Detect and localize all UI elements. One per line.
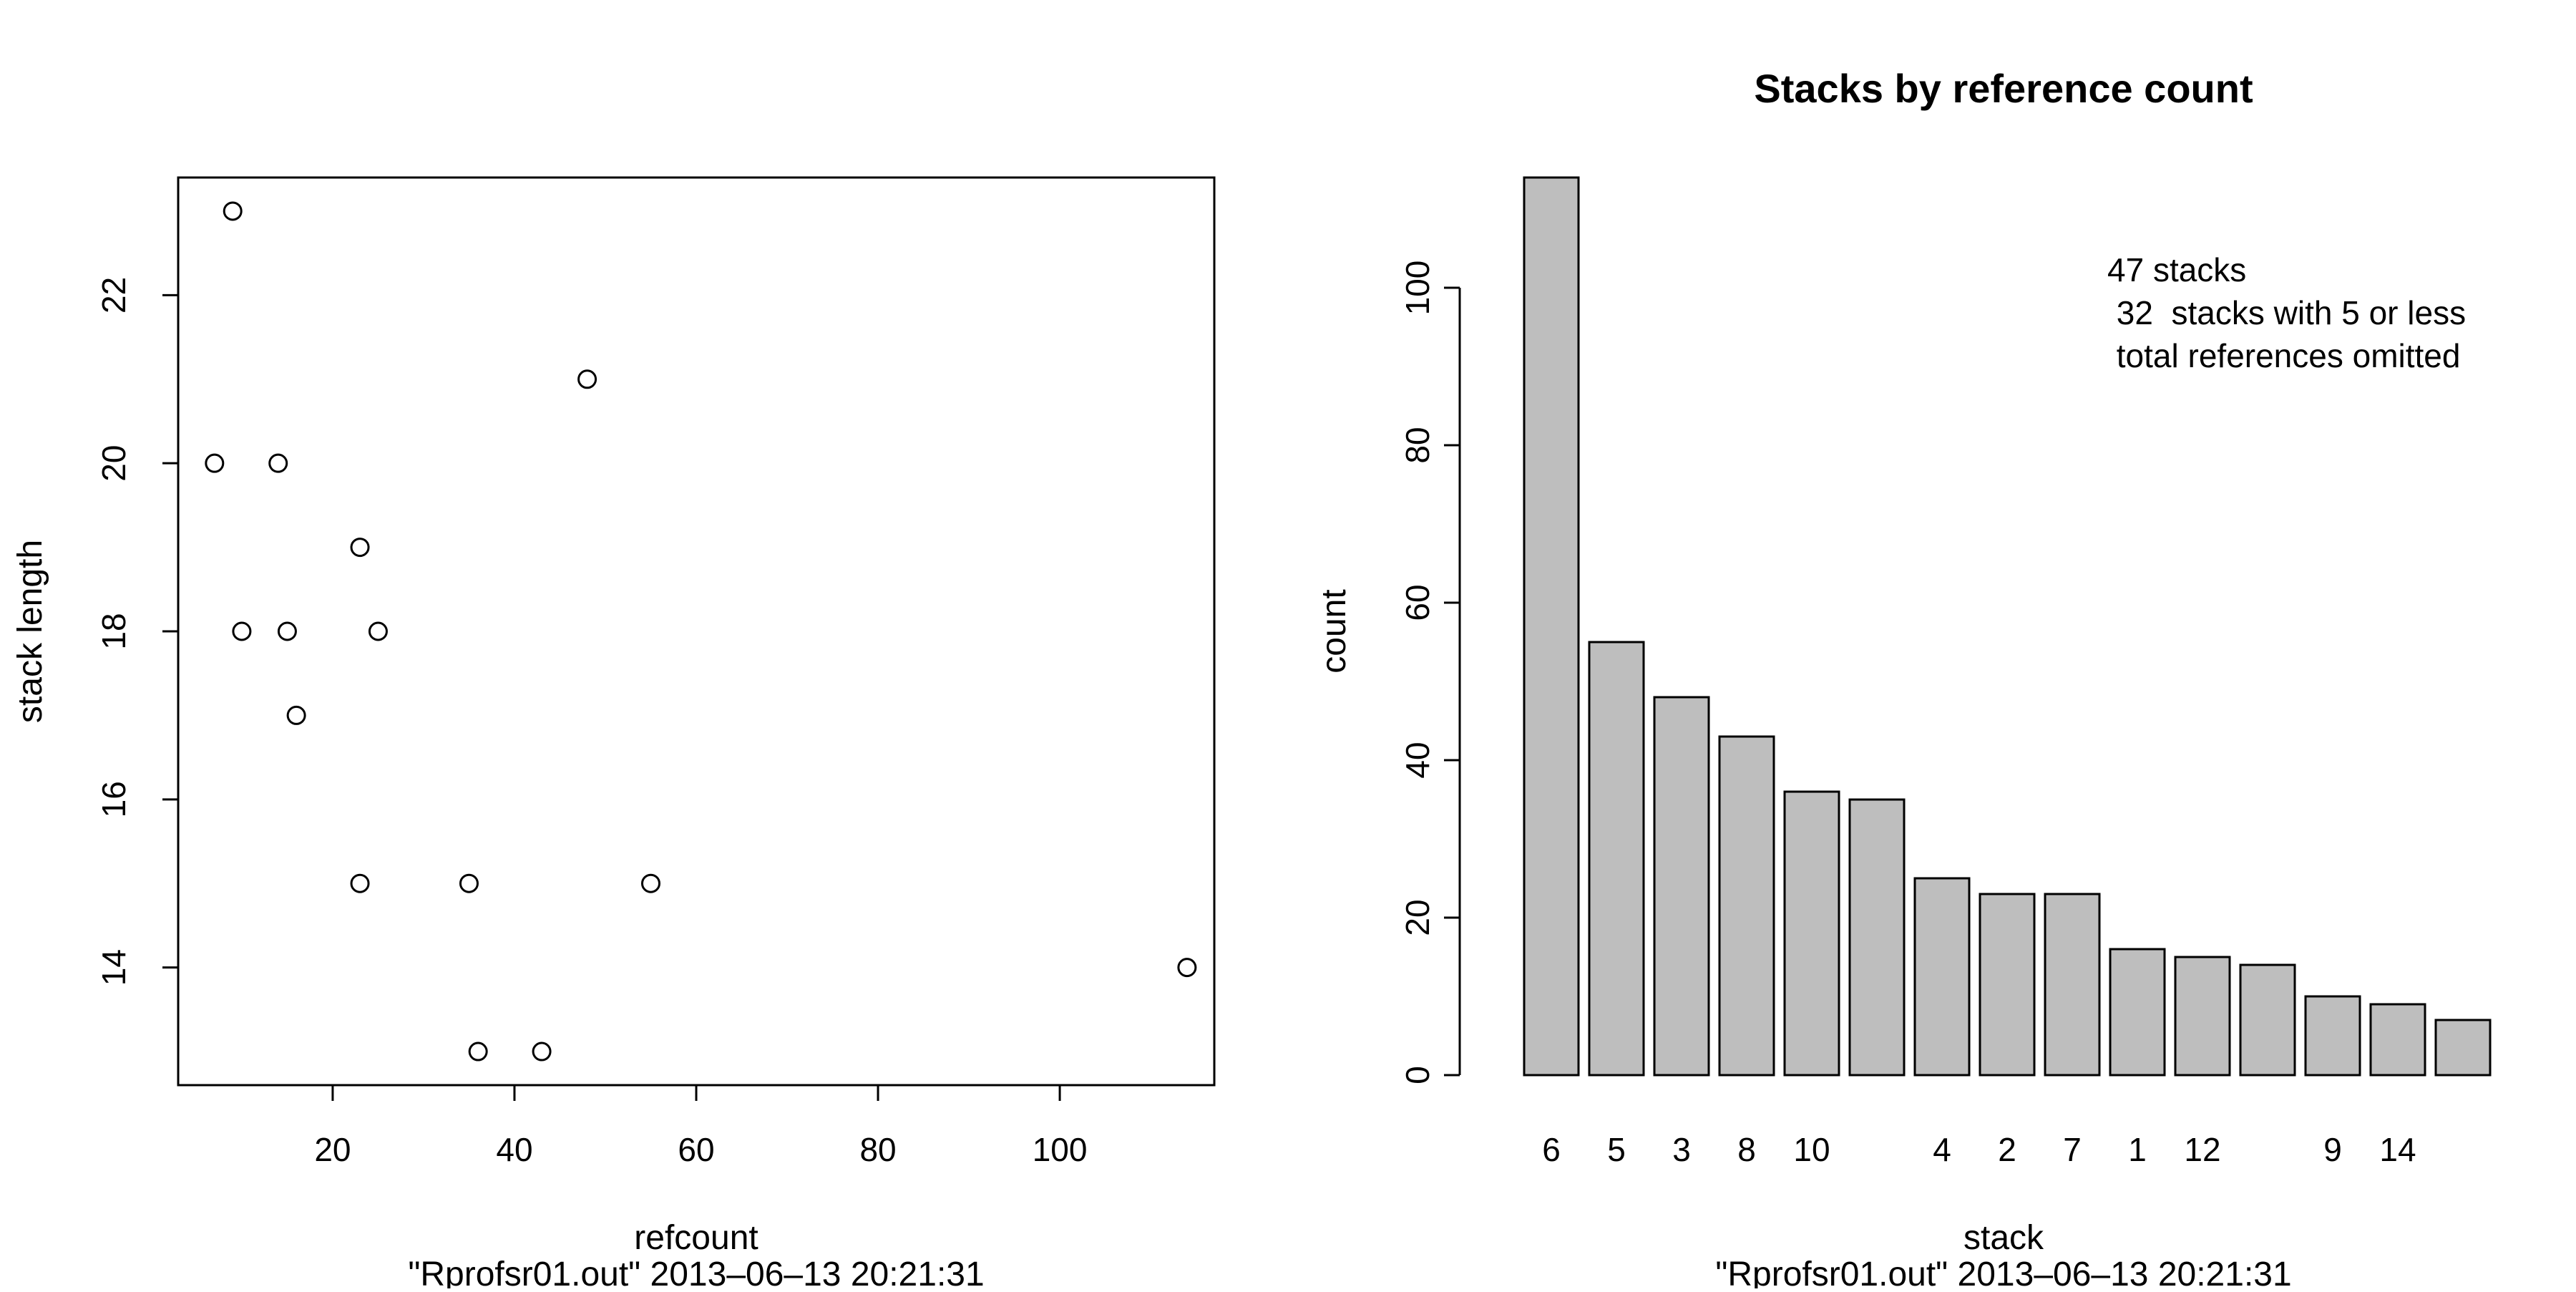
scatter-point xyxy=(223,201,243,221)
scatter-points xyxy=(205,201,1197,1062)
bar-x-tick-label: 12 xyxy=(2184,1131,2220,1168)
annotation-line-1: 47 stacks xyxy=(2107,251,2246,288)
scatter-point xyxy=(368,621,388,641)
scatter-x-tick-label: 40 xyxy=(496,1131,532,1168)
bar-y-tick-label: 60 xyxy=(1399,584,1436,621)
scatter-x-tick-label: 100 xyxy=(1033,1131,1088,1168)
bar-x-tick-labels: 6 5 3 8 10 4 2 7 1 12 9 14 xyxy=(1542,1131,2416,1168)
bar-y-tick-label: 100 xyxy=(1399,261,1436,316)
bar-x-tick-label: 2 xyxy=(1998,1131,2016,1168)
scatter-y-tick-label: 18 xyxy=(95,613,132,649)
scatter-x-tick-label: 20 xyxy=(314,1131,351,1168)
bar xyxy=(1913,877,1971,1077)
annotation-line-3: total references omitted xyxy=(2107,337,2460,374)
scatter-point xyxy=(286,705,306,725)
bar xyxy=(1653,696,1710,1077)
bar-x-tick-label: 6 xyxy=(1542,1131,1561,1168)
bar-y-tick-label: 20 xyxy=(1399,899,1436,936)
bar-x-tick-label: 5 xyxy=(1607,1131,1626,1168)
scatter-y-tick-label: 16 xyxy=(95,781,132,817)
bar xyxy=(2109,948,2166,1077)
scatter-point xyxy=(468,1041,488,1062)
scatter-x-tick-label: 60 xyxy=(678,1131,714,1168)
scatter-x-tick-label: 80 xyxy=(859,1131,896,1168)
bar-x-label: stack xyxy=(1963,1219,2044,1257)
bar xyxy=(2304,995,2361,1077)
bar xyxy=(2044,893,2101,1077)
scatter-x-label: refcount xyxy=(634,1219,758,1257)
bar-subtitle: "Rprofsr01.out" 2013–06–13 20:21:31 xyxy=(1715,1255,2291,1288)
bar-x-tick-label: 9 xyxy=(2323,1131,2342,1168)
bar xyxy=(2434,1019,2492,1077)
bar-x-tick-label: 1 xyxy=(2128,1131,2147,1168)
scatter-y-tick-label: 22 xyxy=(95,277,132,314)
scatter-y-tick-label: 20 xyxy=(95,445,132,482)
scatter-point xyxy=(459,873,479,893)
bar xyxy=(1588,641,1645,1077)
bar-x-tick-label: 8 xyxy=(1737,1131,1756,1168)
bar-x-tick-label: 7 xyxy=(2063,1131,2082,1168)
bar xyxy=(1523,176,1580,1077)
bar-panel: Stacks by reference count 0 20 40 60 80 100 6… xyxy=(1315,66,2492,1292)
bar-chart-title: Stacks by reference count xyxy=(1754,66,2253,111)
scatter-point xyxy=(1177,958,1197,978)
bar xyxy=(1783,790,1840,1077)
scatter-point xyxy=(577,369,597,389)
bar-x-tick-label: 14 xyxy=(2379,1131,2416,1168)
scatter-y-axis: 14 16 18 20 22 xyxy=(95,277,180,986)
bar xyxy=(1848,798,1906,1077)
scatter-plot-frame xyxy=(177,176,1216,1087)
scatter-point xyxy=(205,453,225,473)
scatter-y-label: stack length xyxy=(11,540,49,723)
scatter-point xyxy=(277,621,297,641)
scatter-point xyxy=(350,873,370,893)
scatter-point xyxy=(268,453,288,473)
bar xyxy=(1718,735,1775,1077)
scatter-point xyxy=(532,1041,552,1062)
scatter-point xyxy=(640,873,660,893)
bar-y-axis: 0 20 40 60 80 100 xyxy=(1399,261,1461,1084)
bar-y-label: count xyxy=(1315,589,1353,673)
annotation-line-2: 32 stacks with 5 or less xyxy=(2107,294,2466,331)
scatter-point xyxy=(350,538,370,558)
scatter-y-tick-label: 14 xyxy=(95,949,132,986)
bar xyxy=(2369,1003,2426,1077)
bar-y-tick-label: 0 xyxy=(1399,1066,1436,1084)
scatter-panel: 20 40 60 80 100 14 16 18 20 22 refcount "Rprofsr… xyxy=(11,176,1216,1292)
scatter-point xyxy=(232,621,252,641)
bar xyxy=(1979,893,2036,1077)
bar-x-tick-label: 3 xyxy=(1672,1131,1691,1168)
bars xyxy=(1523,176,2492,1077)
scatter-subtitle: "Rprofsr01.out" 2013–06–13 20:21:31 xyxy=(408,1255,984,1288)
bar-y-tick-label: 40 xyxy=(1399,742,1436,778)
bar-x-tick-label: 4 xyxy=(1933,1131,1951,1168)
bar-x-tick-label: 10 xyxy=(1793,1131,1830,1168)
bar-y-tick-label: 80 xyxy=(1399,427,1436,463)
bar xyxy=(2174,956,2231,1077)
bar xyxy=(2239,963,2296,1077)
scatter-x-axis: 20 40 60 80 100 xyxy=(314,1084,1088,1168)
